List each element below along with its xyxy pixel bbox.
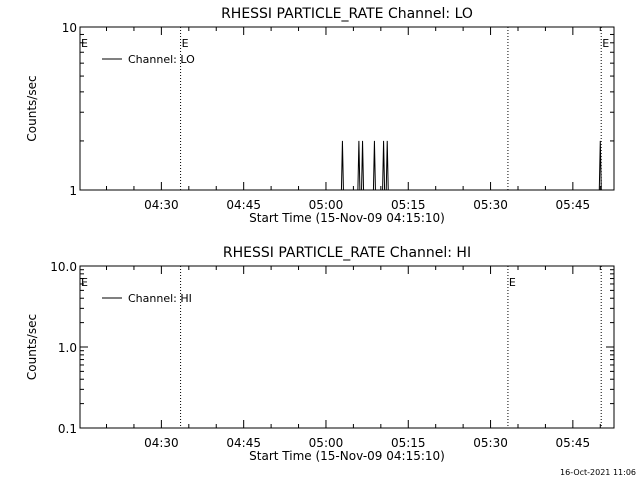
event-marker-label: E: [509, 276, 516, 289]
x-tick-label: 05:45: [556, 198, 591, 212]
data-spike: [598, 140, 602, 191]
event-marker-label: E: [602, 37, 609, 50]
data-spike: [372, 140, 376, 191]
data-spike: [385, 140, 389, 191]
chart-title: RHESSI PARTICLE_RATE Channel: HI: [223, 245, 471, 261]
x-tick-label: 04:45: [226, 198, 261, 212]
data-spike: [382, 140, 386, 191]
x-tick-label: 05:00: [309, 436, 344, 450]
x-tick-label: 05:30: [473, 198, 508, 212]
x-tick-label: 04:30: [144, 198, 179, 212]
y-tick-label: 10.0: [50, 260, 77, 274]
x-tick-label: 05:45: [556, 436, 591, 450]
x-tick-label: 04:30: [144, 436, 179, 450]
chart-title: RHESSI PARTICLE_RATE Channel: LO: [221, 6, 473, 22]
legend-label: Channel: LO: [128, 53, 195, 66]
data-spike: [340, 140, 344, 191]
event-marker-label: E: [81, 276, 88, 289]
y-tick-label: 10: [62, 21, 77, 35]
timestamp: 16-Oct-2021 11:06: [560, 468, 636, 477]
plot-frame: [79, 26, 615, 191]
data-spike: [361, 140, 365, 191]
event-marker-label: E: [81, 37, 88, 50]
y-tick-label: 1.0: [58, 341, 77, 355]
x-tick-label: 05:30: [473, 436, 508, 450]
x-tick-label: 05:15: [391, 436, 426, 450]
y-axis-label: Counts/sec: [25, 314, 39, 380]
x-tick-label: 04:45: [226, 436, 261, 450]
data-spike: [357, 140, 361, 191]
event-marker-label: E: [182, 37, 189, 50]
x-axis-label: Start Time (15-Nov-09 04:15:10): [249, 449, 445, 463]
x-tick-label: 05:00: [309, 198, 344, 212]
y-axis-label: Counts/sec: [25, 75, 39, 141]
y-tick-label: 1: [69, 184, 77, 198]
x-tick-label: 05:15: [391, 198, 426, 212]
x-axis-label: Start Time (15-Nov-09 04:15:10): [249, 211, 445, 225]
plot-frame: [79, 265, 615, 429]
y-tick-label: 0.1: [58, 422, 77, 436]
legend-label: Channel: HI: [128, 292, 192, 305]
